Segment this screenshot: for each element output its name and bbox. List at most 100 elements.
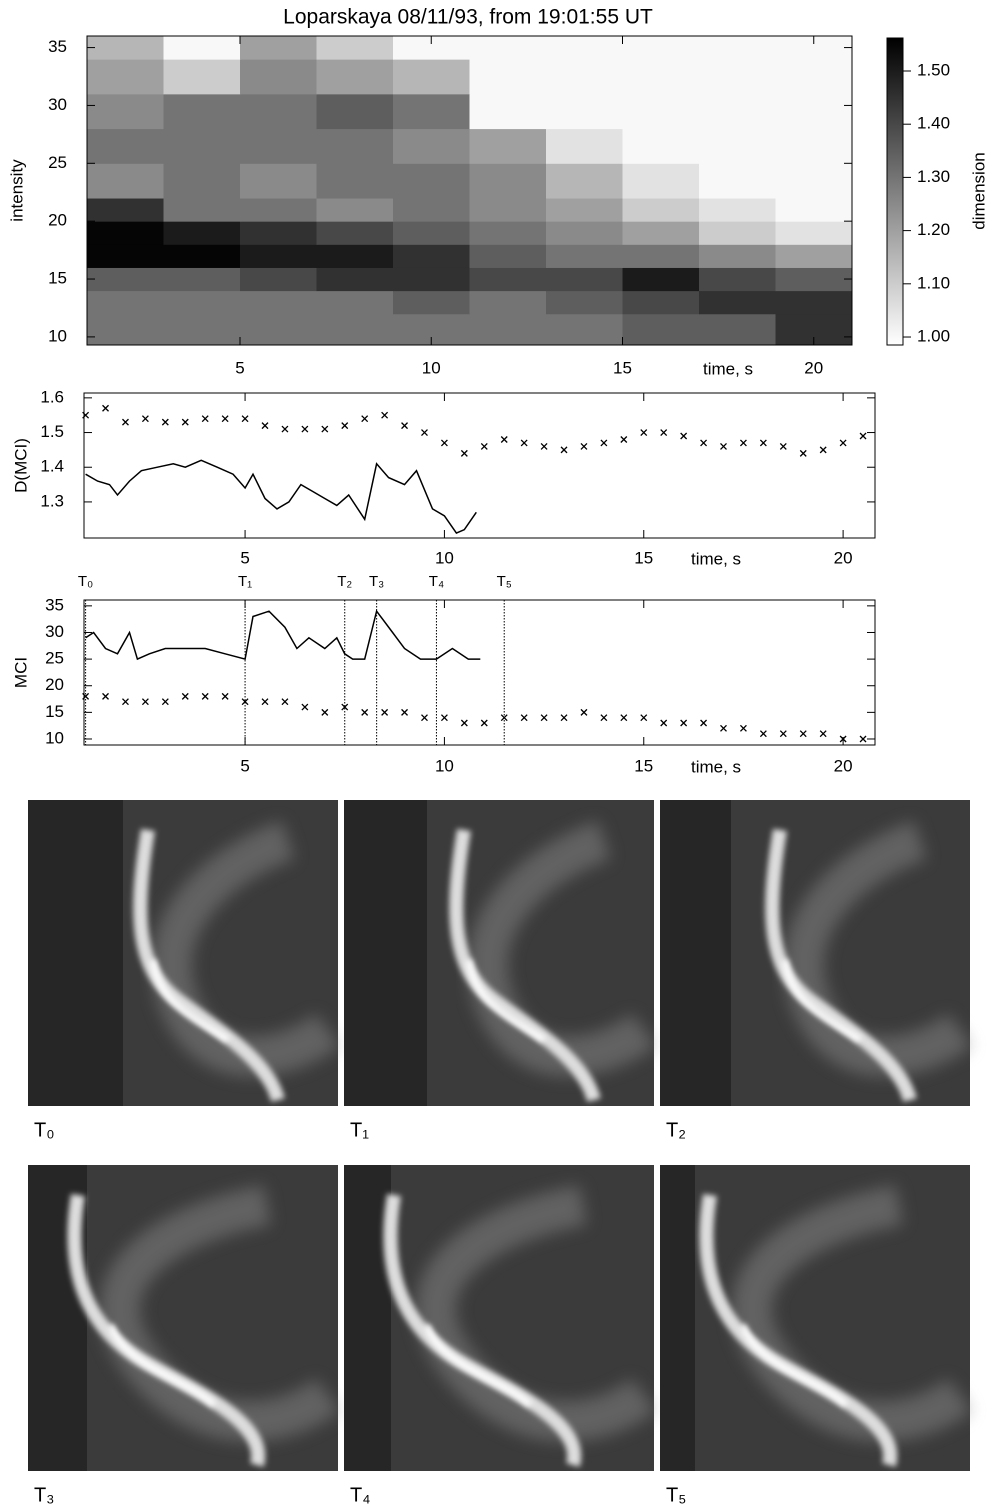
heat-cell (622, 198, 700, 222)
heat-cell (699, 313, 776, 346)
heat-cell (316, 198, 394, 222)
image-dark-strip (660, 1165, 695, 1471)
x-tick-label: 15 (634, 548, 653, 567)
heat-cell (163, 221, 241, 245)
heat-cell (546, 290, 623, 315)
y-tick-label: 1.4 (40, 457, 64, 476)
x-tick-label: 10 (435, 756, 454, 775)
cross-marker (301, 425, 309, 433)
heat-cell (87, 36, 164, 60)
heat-cell (775, 244, 853, 268)
cross-marker (700, 719, 708, 727)
cross-marker (102, 692, 109, 700)
cross-marker (301, 703, 309, 711)
cross-marker (580, 708, 588, 716)
cross-marker (161, 698, 169, 706)
heat-cell (699, 290, 776, 315)
cross-marker (739, 439, 747, 447)
cross-marker (620, 436, 628, 443)
heat-cell (546, 221, 623, 245)
heat-cell (775, 290, 853, 315)
heat-cell (469, 244, 547, 268)
cross-marker (560, 714, 568, 722)
image-caption: T₀ (34, 1119, 55, 1141)
aurora-core (466, 959, 546, 1043)
aurora-image (28, 1165, 340, 1471)
aurora-image (344, 800, 656, 1106)
colorbar-tick-label: 1.00 (917, 327, 950, 346)
cross-marker (520, 439, 528, 447)
cross-marker (281, 698, 289, 706)
heat-cell (699, 59, 776, 95)
image-caption: T₁ (350, 1119, 369, 1141)
x-tick-label: 20 (834, 548, 853, 567)
cross-marker (460, 719, 468, 727)
cross-marker (480, 442, 488, 450)
heat-cell (163, 128, 241, 164)
y-tick-label: 25 (45, 649, 64, 668)
aurora-arc (133, 828, 285, 1103)
heat-cell (775, 198, 853, 222)
colorbar (886, 37, 904, 346)
heat-cell (316, 128, 394, 164)
heat-cell (163, 163, 241, 199)
colorbar-tick-label: 1.40 (917, 114, 950, 133)
heat-cell (546, 313, 623, 346)
heat-cell (546, 163, 623, 199)
heat-cell (240, 59, 317, 95)
heat-cell (775, 163, 853, 199)
cross-marker (440, 439, 448, 447)
heat-cell (699, 198, 776, 222)
heat-cell (546, 59, 623, 95)
heat-cell (469, 221, 547, 245)
cross-marker (341, 703, 349, 711)
heat-cell (775, 59, 853, 95)
cross-marker (819, 730, 827, 738)
heat-cell (316, 93, 394, 130)
heat-cell (699, 221, 776, 245)
heat-cell (240, 313, 317, 346)
heat-cell (87, 244, 164, 268)
cross-marker (361, 708, 369, 716)
heat-cell (775, 36, 853, 60)
x-tick-label: 5 (240, 756, 249, 775)
cross-marker (381, 411, 389, 419)
cross-marker (421, 714, 428, 722)
heat-cell (316, 244, 394, 268)
cross-marker (201, 415, 209, 423)
colorbar-tick-label: 1.10 (917, 273, 950, 292)
aurora-image (28, 800, 340, 1106)
y-tick-label: 35 (45, 595, 64, 614)
heat-cell (240, 36, 317, 60)
cross-marker (281, 425, 289, 433)
heat-cell (469, 290, 547, 315)
heat-cell (240, 128, 317, 164)
cross-marker (261, 698, 269, 706)
y-axis-label: MCI (11, 657, 30, 688)
heat-cell (622, 267, 700, 292)
heat-cell (469, 313, 547, 346)
heat-cell (316, 36, 394, 60)
heat-cell (699, 244, 776, 268)
heat-cell (163, 313, 241, 346)
cross-marker (181, 418, 189, 426)
heat-cell (775, 128, 853, 164)
colorbar-tick-label: 1.20 (917, 220, 950, 239)
heat-cell (699, 36, 776, 60)
plot-frame (83, 392, 876, 539)
aurora-image (660, 1165, 972, 1471)
aurora-image (660, 800, 972, 1106)
heat-cell (393, 163, 470, 199)
x-tick-label: 10 (435, 548, 454, 567)
heat-cell (240, 267, 317, 292)
x-axis-label: time, s (691, 757, 741, 776)
heat-cell (240, 198, 317, 222)
y-tick-label: 15 (48, 269, 67, 288)
time-marker-label: T₃ (369, 573, 384, 590)
image-caption: T₃ (34, 1484, 54, 1506)
cross-marker (819, 446, 827, 454)
x-tick-label: 5 (240, 548, 249, 567)
heat-cell (87, 163, 164, 199)
y-axis-label: D(MCI) (11, 438, 30, 493)
heat-cell (163, 290, 241, 315)
